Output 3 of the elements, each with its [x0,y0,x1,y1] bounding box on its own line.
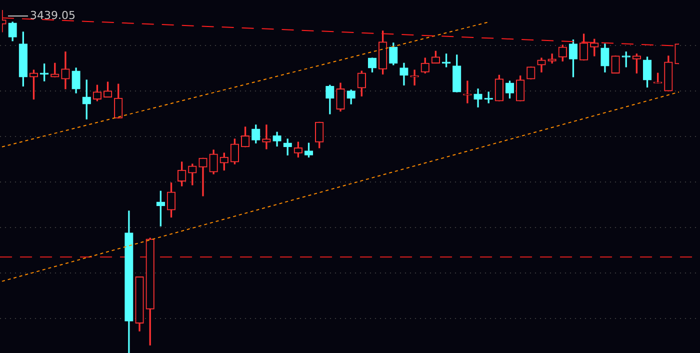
annotation: 3439.05 [30,8,76,22]
candlestick [262,124,271,150]
candlestick [463,80,472,104]
